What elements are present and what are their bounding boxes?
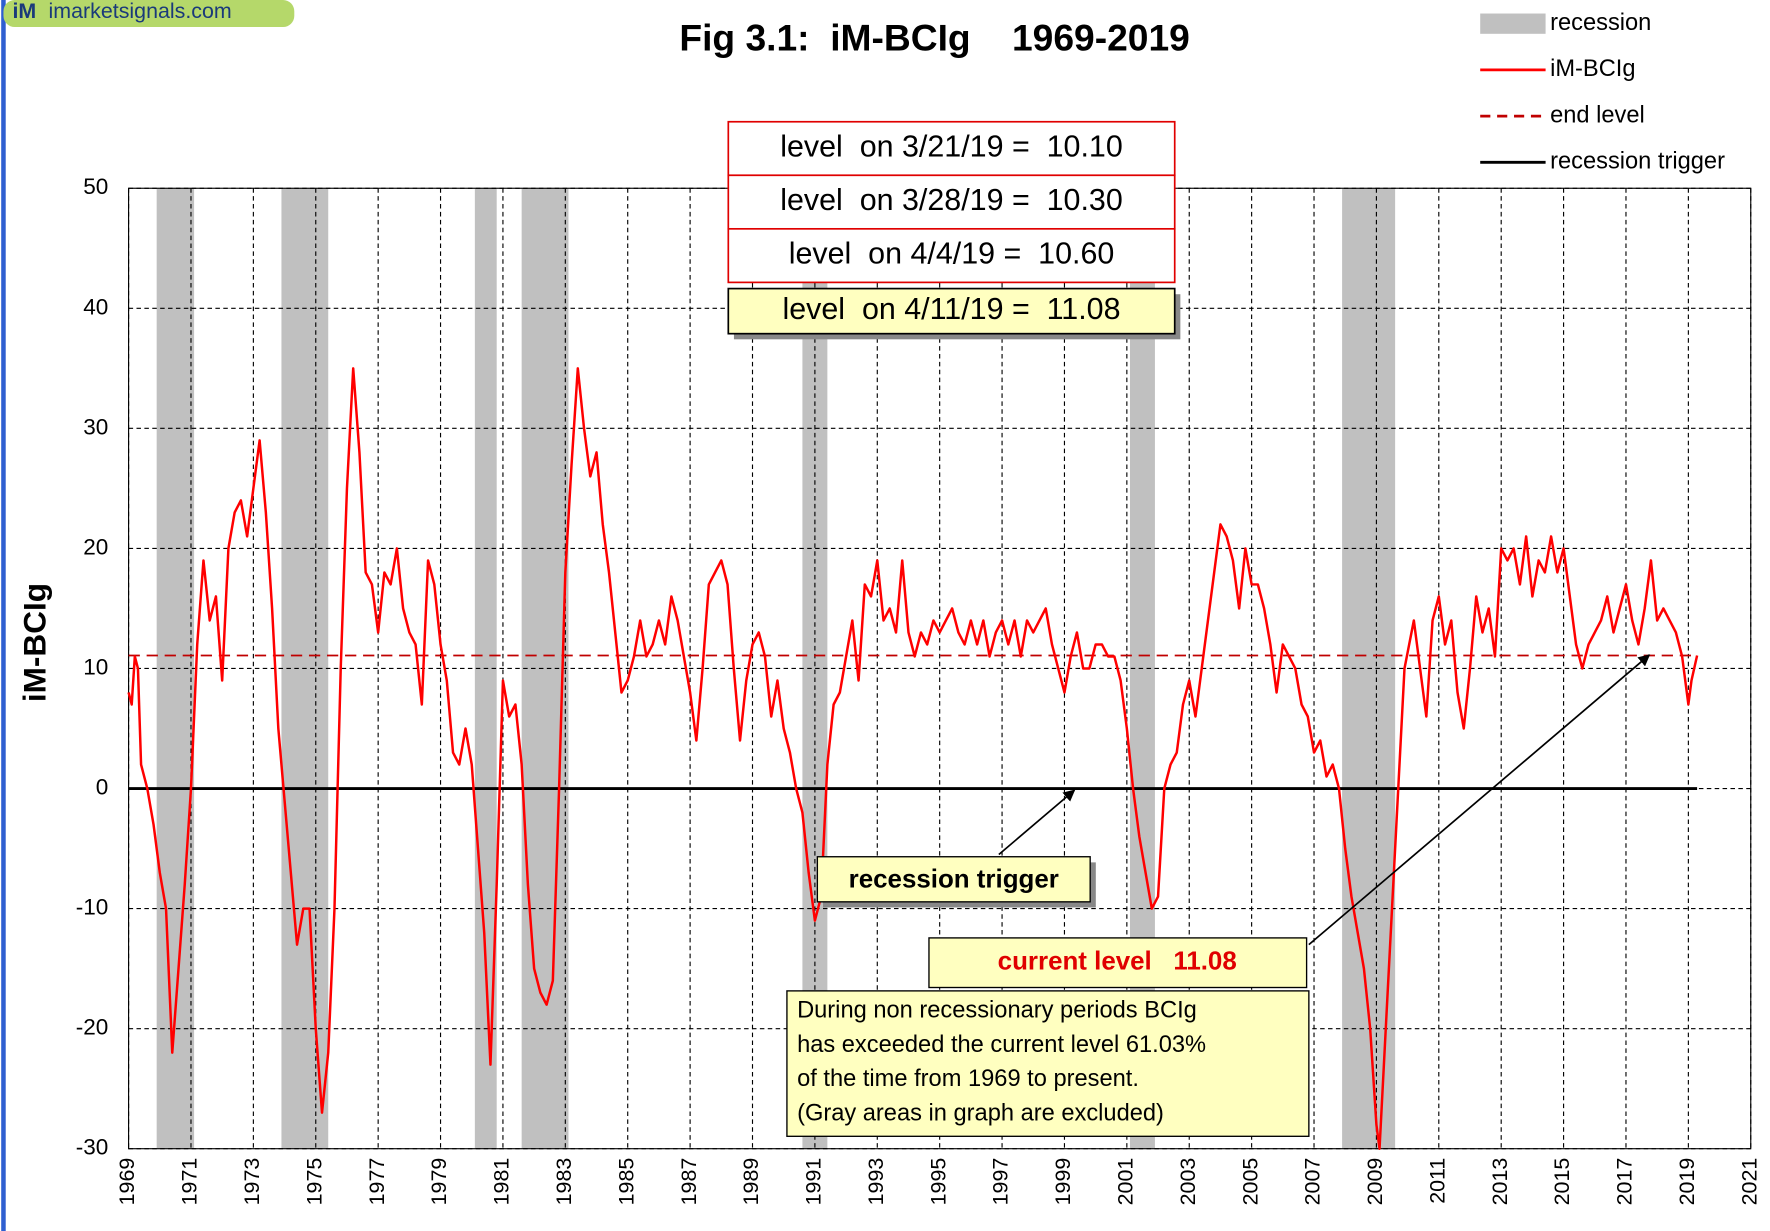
y-tick-label: 20 <box>83 534 108 559</box>
trigger-arrow <box>998 789 1076 856</box>
level-text: level on 3/21/19 = 10.10 <box>780 130 1123 164</box>
x-tick-label: 2005 <box>1238 1158 1262 1206</box>
level-text: level on 4/4/19 = 10.60 <box>789 237 1115 271</box>
x-tick-label: 2003 <box>1176 1158 1200 1206</box>
note-line: has exceeded the current level 61.03% <box>797 1032 1206 1058</box>
note-box <box>786 990 1310 1137</box>
current-arrow <box>1308 654 1651 946</box>
x-tick-label: 1989 <box>739 1158 763 1206</box>
x-tick-label: 2001 <box>1114 1158 1138 1206</box>
legend-label: recession trigger <box>1550 149 1725 175</box>
annotations: recession iM-BCIg end level recession trigg… <box>727 10 1725 1137</box>
x-tick-label: 2017 <box>1613 1158 1637 1206</box>
x-tick-label: 2019 <box>1675 1158 1699 1206</box>
x-tick-label: 2021 <box>1737 1158 1761 1206</box>
y-axis-label: iM-BCIg <box>17 583 53 702</box>
y-tick-label: -20 <box>76 1015 109 1040</box>
watermark-site: imarketsignals.com <box>49 0 232 23</box>
legend-label: recession <box>1550 10 1651 36</box>
legend-label: iM-BCIg <box>1550 56 1635 82</box>
x-tick-label: 1999 <box>1051 1158 1075 1206</box>
chart-title: Fig 3.1: iM-BCIg 1969-2019 <box>679 16 1189 58</box>
legend-swatch <box>1480 13 1546 34</box>
x-tick-label: 1991 <box>802 1158 826 1206</box>
x-tick-label: 1995 <box>926 1158 950 1206</box>
x-tick-label: 1993 <box>864 1158 888 1206</box>
y-tick-label: 10 <box>83 654 108 679</box>
x-tick-label: 2013 <box>1488 1158 1512 1206</box>
y-tick-label: -10 <box>76 895 109 920</box>
x-tick-label: 1979 <box>427 1158 451 1206</box>
recession-band <box>521 188 569 1149</box>
y-tick-label: 50 <box>83 174 108 199</box>
x-tick-label: 1969 <box>115 1158 139 1206</box>
trigger-label: recession trigger <box>849 865 1059 893</box>
level-text: level on 4/11/19 = 11.08 <box>783 292 1121 326</box>
watermark-logo: iM <box>12 0 36 23</box>
level-box <box>727 174 1176 230</box>
x-tick-label: 1983 <box>552 1158 576 1206</box>
x-tick-label: 1973 <box>240 1158 264 1206</box>
x-tick-label: 1997 <box>989 1158 1013 1206</box>
level-box <box>727 120 1176 177</box>
x-tick-label: 1987 <box>677 1158 701 1206</box>
level-box <box>727 287 1176 335</box>
series-line <box>127 367 1699 1150</box>
current-box <box>928 937 1308 989</box>
x-tick-label: 2009 <box>1363 1158 1387 1206</box>
y-tick-label: 40 <box>83 294 108 319</box>
x-tick-label: 1977 <box>365 1158 389 1206</box>
note-line: (Gray areas in graph are excluded) <box>797 1101 1164 1127</box>
y-tick-label: 0 <box>96 774 109 799</box>
current-label: current level 11.08 <box>998 948 1237 976</box>
x-tick-label: 2011 <box>1425 1158 1449 1204</box>
x-tick-label: 2007 <box>1301 1158 1325 1206</box>
x-tick-label: 1975 <box>302 1158 326 1206</box>
watermark-badge <box>3 0 295 28</box>
y-tick-label: 30 <box>83 414 108 439</box>
edge-stripe <box>1 0 6 1231</box>
level-box <box>727 227 1176 284</box>
legend-label: end level <box>1550 102 1645 128</box>
level-text: level on 3/28/19 = 10.30 <box>780 183 1123 217</box>
plot-area: -30 -20 -10 0 10 20 30 40 50 1969 1971 1973 1975 1977… <box>76 174 1762 1205</box>
note-line: During non recessionary periods BCIg <box>797 997 1197 1023</box>
trigger-box <box>816 856 1091 903</box>
x-tick-label: 1971 <box>178 1158 202 1206</box>
x-tick-label: 2015 <box>1550 1158 1574 1206</box>
note-line: of the time from 1969 to present. <box>797 1066 1139 1092</box>
x-tick-label: 1985 <box>614 1158 638 1206</box>
y-tick-label: -30 <box>76 1135 109 1160</box>
x-tick-label: 1981 <box>490 1158 514 1206</box>
